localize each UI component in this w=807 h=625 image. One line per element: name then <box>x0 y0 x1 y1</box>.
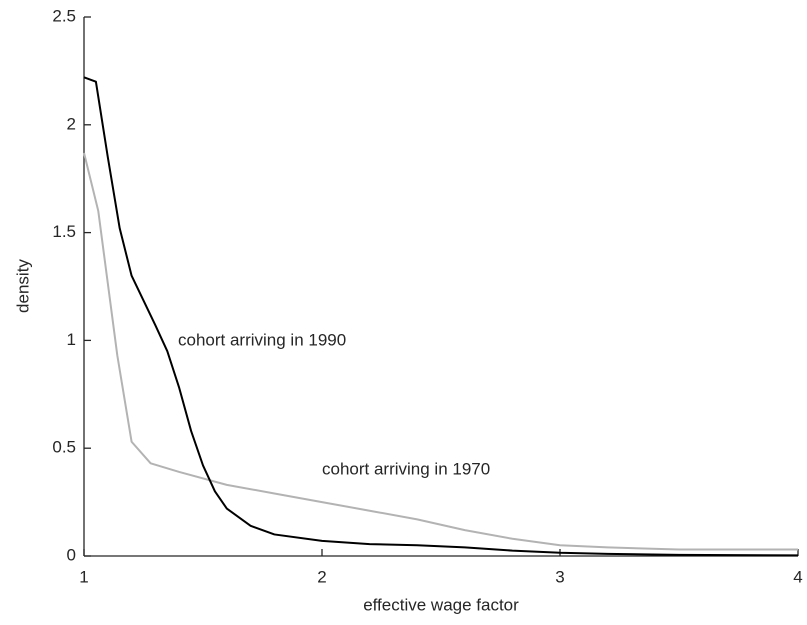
line-series <box>83 76 799 557</box>
y-tick-label: 0 <box>67 545 76 564</box>
y-tick-label: 2 <box>67 114 76 133</box>
x-tick-label: 2 <box>317 567 326 586</box>
y-tick-label: 2.5 <box>52 6 76 25</box>
y-tick-label: 1 <box>67 330 76 349</box>
x-tick-label: 3 <box>555 567 564 586</box>
x-tick-label: 1 <box>79 567 88 586</box>
x-tick-label: 4 <box>793 567 802 586</box>
y-axis-label: density <box>13 259 32 313</box>
line-series <box>83 152 798 551</box>
y-tick-label: 1.5 <box>52 222 76 241</box>
y-tick-label: 0.5 <box>52 438 76 457</box>
x-axis-label: effective wage factor <box>363 595 519 614</box>
series-label: cohort arriving in 1990 <box>178 330 346 349</box>
series-label: cohort arriving in 1970 <box>322 459 490 478</box>
